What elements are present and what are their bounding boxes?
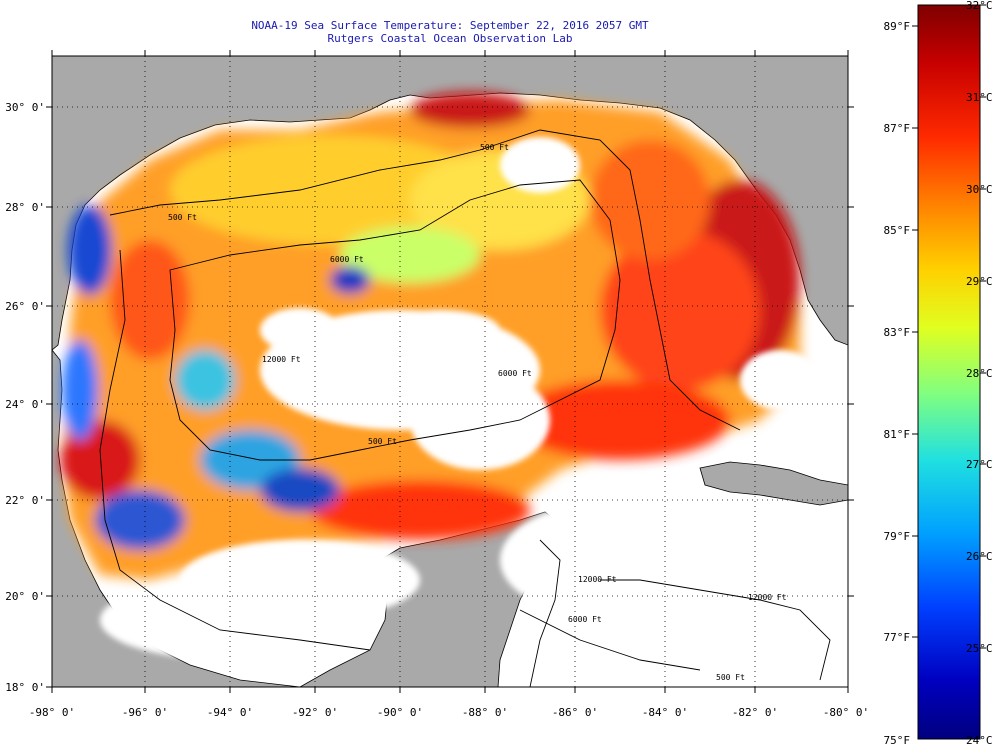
fahrenheit-label: 81°F bbox=[884, 428, 911, 441]
celsius-label: 31°C bbox=[966, 91, 993, 104]
contour-label: 500 Ft bbox=[368, 437, 397, 446]
lon-label: -96° 0' bbox=[122, 706, 168, 719]
mexico-west-land bbox=[52, 349, 301, 687]
lon-label: -88° 0' bbox=[462, 706, 508, 719]
map-title: NOAA-19 Sea Surface Temperature: Septemb… bbox=[251, 19, 649, 32]
contour-label: 500 Ft bbox=[480, 143, 509, 152]
latitude-labels: 30° 0' 28° 0' 26° 0' 24° 0' 22° 0' 20° 0… bbox=[5, 101, 45, 694]
lon-label: -86° 0' bbox=[552, 706, 598, 719]
plot-frame bbox=[51, 55, 849, 688]
contour-label: 6000 Ft bbox=[568, 615, 602, 624]
contour-label: 12000 Ft bbox=[262, 355, 301, 364]
celsius-label: 28°C bbox=[966, 367, 993, 380]
fahrenheit-label: 77°F bbox=[884, 631, 911, 644]
cloud-masks bbox=[100, 137, 820, 660]
celsius-label: 32°C bbox=[966, 0, 993, 12]
axis-ticks bbox=[46, 50, 854, 693]
cuba-land bbox=[699, 461, 848, 506]
contour-label: 6000 Ft bbox=[330, 255, 364, 264]
fahrenheit-label: 87°F bbox=[884, 122, 911, 135]
lon-label: -94° 0' bbox=[207, 706, 253, 719]
colorbar-celsius-labels: 32°C 31°C 30°C 29°C 28°C 27°C 26°C 25°C … bbox=[966, 0, 993, 747]
lon-label: -98° 0' bbox=[29, 706, 75, 719]
contour-label: 500 Ft bbox=[168, 213, 197, 222]
lon-label: -92° 0' bbox=[292, 706, 338, 719]
lon-label: -84° 0' bbox=[642, 706, 688, 719]
fahrenheit-label: 75°F bbox=[884, 734, 911, 747]
colorbar-fahrenheit-labels: 89°F 87°F 85°F 83°F 81°F 79°F 77°F 75°F bbox=[884, 20, 911, 747]
lon-label: -82° 0' bbox=[732, 706, 778, 719]
contour-label: 12000 Ft bbox=[578, 575, 617, 584]
colorbar bbox=[917, 4, 981, 740]
fahrenheit-label: 85°F bbox=[884, 224, 911, 237]
lon-label: -80° 0' bbox=[823, 706, 869, 719]
lat-label: 20° 0' bbox=[5, 590, 45, 603]
contour-label: 500 Ft bbox=[716, 673, 745, 682]
celsius-label: 24°C bbox=[966, 734, 993, 747]
contour-label: 12000 Ft bbox=[748, 593, 787, 602]
map-subtitle: Rutgers Coastal Ocean Observation Lab bbox=[327, 32, 573, 45]
lat-label: 22° 0' bbox=[5, 494, 45, 507]
celsius-label: 25°C bbox=[966, 642, 993, 655]
celsius-label: 29°C bbox=[966, 275, 993, 288]
contour-labels: 500 Ft 500 Ft 6000 Ft 12000 Ft 6000 Ft 5… bbox=[168, 143, 787, 682]
celsius-label: 27°C bbox=[966, 458, 993, 471]
lat-label: 18° 0' bbox=[5, 681, 45, 694]
celsius-label: 30°C bbox=[966, 183, 993, 196]
contour-label: 6000 Ft bbox=[498, 369, 532, 378]
lon-label: -90° 0' bbox=[377, 706, 423, 719]
lat-label: 26° 0' bbox=[5, 300, 45, 313]
graticule bbox=[52, 56, 848, 687]
longitude-labels: -98° 0' -96° 0' -94° 0' -92° 0' -90° 0' … bbox=[29, 706, 869, 719]
fahrenheit-label: 79°F bbox=[884, 530, 911, 543]
fahrenheit-label: 83°F bbox=[884, 326, 911, 339]
lat-label: 30° 0' bbox=[5, 101, 45, 114]
celsius-label: 26°C bbox=[966, 550, 993, 563]
lat-label: 24° 0' bbox=[5, 398, 45, 411]
fahrenheit-label: 89°F bbox=[884, 20, 911, 33]
lat-label: 28° 0' bbox=[5, 201, 45, 214]
colorbar-ticks bbox=[912, 4, 986, 649]
bathymetry-contours bbox=[99, 129, 831, 687]
